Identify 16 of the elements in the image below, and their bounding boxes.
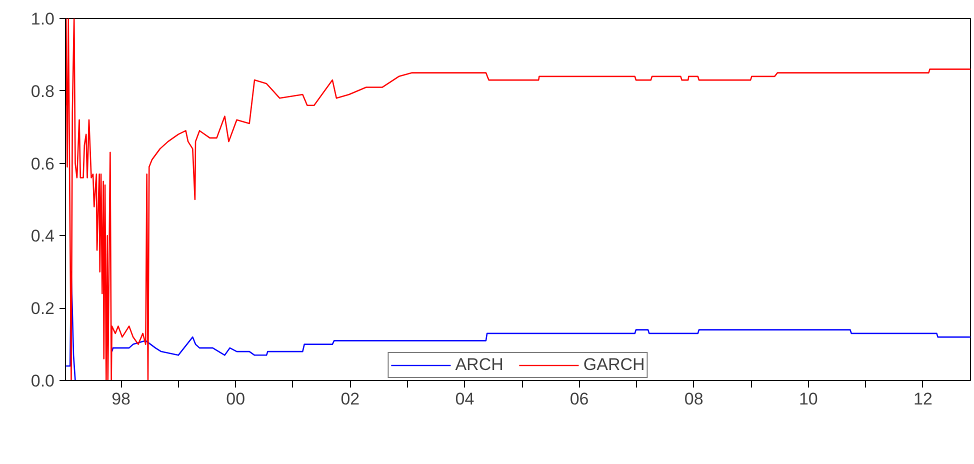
legend-label: ARCH: [455, 355, 504, 375]
y-tick-label: 0.8: [30, 82, 55, 101]
x-tick-label: 10: [798, 390, 818, 408]
x-tick-label: 08: [684, 390, 704, 408]
y-tick-label: 0.2: [30, 299, 55, 318]
x-tick-label: 06: [570, 390, 589, 408]
x-tick-label: 00: [226, 390, 246, 408]
y-tick-label: 1.0: [30, 10, 55, 28]
x-tick-label: 04: [455, 390, 474, 408]
y-tick-label: 0.0: [30, 372, 55, 390]
legend-label: GARCH: [583, 355, 645, 375]
y-tick-label: 0.6: [30, 154, 55, 174]
x-tick-label: 12: [914, 390, 932, 408]
y-tick-label: 0.4: [30, 226, 55, 246]
x-tick-label: 02: [340, 390, 360, 408]
x-tick-label: 98: [112, 390, 131, 408]
